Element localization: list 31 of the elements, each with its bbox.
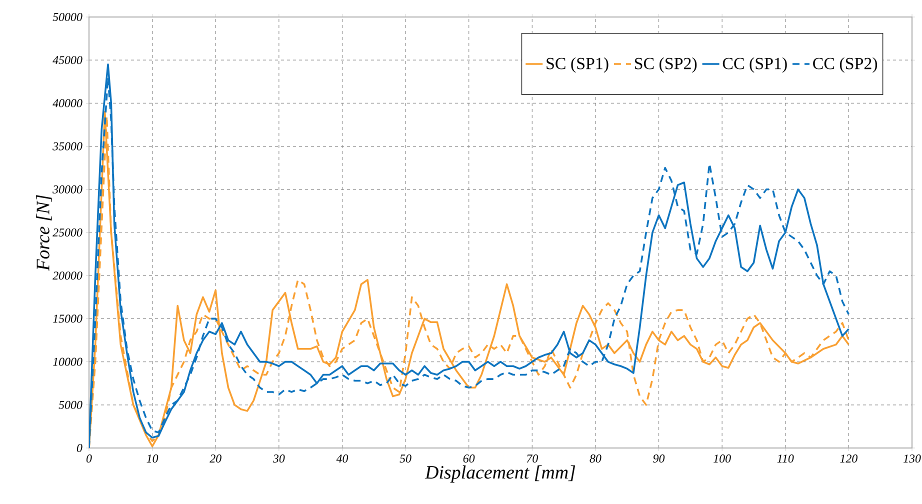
- y-tick-label: 10000: [53, 358, 82, 366]
- x-tick-label: 120: [840, 454, 858, 463]
- y-tick-label: 15000: [53, 314, 82, 323]
- x-tick-label: 110: [777, 454, 794, 463]
- y-tick-label: 0: [76, 444, 82, 452]
- x-tick-label: 130: [903, 454, 921, 463]
- legend-label: SC (SP2): [634, 57, 697, 73]
- y-tick-label: 35000: [52, 142, 82, 150]
- y-tick-label: 20000: [52, 272, 82, 280]
- x-tick-label: 100: [714, 454, 731, 463]
- x-tick-label: 90: [653, 454, 665, 463]
- x-tick-label: 50: [400, 454, 412, 463]
- y-tick-label: 25000: [52, 228, 82, 237]
- legend-label: CC (SP2): [813, 57, 878, 73]
- y-axis-title: Force [N]: [36, 195, 52, 271]
- y-tick-label: 50000: [52, 12, 82, 22]
- x-tick-label: 60: [463, 454, 475, 463]
- x-tick-label: 30: [272, 454, 285, 463]
- y-tick-label: 5000: [58, 400, 82, 409]
- y-tick-label: 40000: [52, 99, 82, 108]
- x-tick-label: 20: [210, 454, 222, 463]
- x-tick-label: 80: [590, 454, 602, 463]
- legend-label: SC (SP1): [546, 57, 608, 73]
- legend-label: CC (SP1): [722, 57, 787, 73]
- x-axis-title: Displacement [mm]: [424, 465, 576, 483]
- y-tick-label: 30000: [52, 185, 82, 194]
- y-tick-label: 45000: [52, 56, 82, 64]
- x-tick-label: 40: [336, 454, 348, 463]
- x-tick-label: 10: [146, 454, 158, 463]
- x-tick-label: 0: [86, 454, 92, 463]
- x-tick-label: 70: [526, 454, 538, 463]
